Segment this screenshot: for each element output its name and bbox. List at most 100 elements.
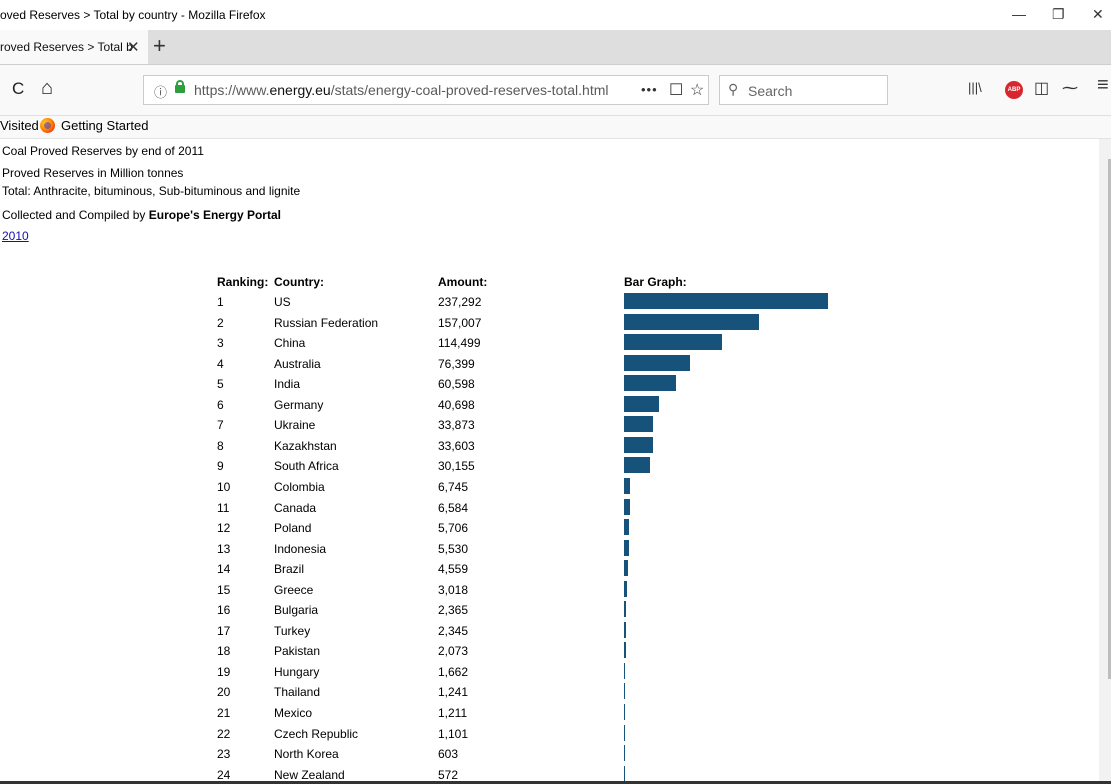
url-text[interactable]: https://www.energy.eu/stats/energy-coal-…	[194, 82, 608, 98]
bar-graph-bar	[624, 498, 630, 515]
table-row: 8 Kazakhstan 33,603	[0, 436, 900, 456]
search-bar[interactable]: ⚲	[719, 75, 888, 105]
country-cell: Hungary	[274, 664, 320, 679]
amount-cell: 1,211	[438, 706, 468, 720]
table-row: 20 Thailand 1,241	[0, 682, 900, 702]
amount-cell: 1,241	[438, 685, 469, 700]
library-icon[interactable]: |||\	[968, 80, 982, 95]
bar-graph-bar	[624, 416, 653, 433]
amount-cell: 76,399	[438, 356, 475, 371]
amount-cell: 1,101	[438, 726, 469, 741]
country-cell: Canada	[274, 500, 317, 515]
tab-strip: roved Reserves > Total b ✕ +	[0, 30, 1111, 65]
country-cell: US	[274, 295, 291, 309]
bookmarks-toolbar: Visited Getting Started	[0, 116, 1111, 139]
home-icon[interactable]: ⌂	[41, 77, 54, 99]
new-tab-button[interactable]: +	[153, 33, 166, 58]
taskbar-edge	[0, 781, 1111, 784]
bar-graph-bar	[624, 313, 759, 330]
table-row: 7 Ukraine 33,873	[0, 415, 900, 435]
rank-cell: 4	[217, 356, 224, 371]
rank-cell: 12	[217, 521, 231, 536]
country-cell: Brazil	[274, 562, 305, 577]
page-heading: Coal Proved Reserves by end of 2011	[2, 144, 204, 158]
table-row: 24 New Zealand 572	[0, 765, 900, 784]
bar-graph-bar	[624, 724, 625, 741]
rank-cell: 20	[217, 685, 231, 700]
amount-cell: 5,530	[438, 541, 469, 556]
table-row: 2 Russian Federation 157,007	[0, 313, 900, 333]
bar-graph-bar	[624, 354, 690, 371]
amount-cell: 40,698	[438, 397, 475, 412]
bar-graph-bar	[624, 477, 630, 494]
amount-cell: 157,007	[438, 315, 482, 330]
bar-graph-bar	[624, 765, 625, 782]
source-prefix: Collected and Compiled by	[2, 208, 149, 222]
close-tab-icon[interactable]: ✕	[127, 39, 140, 56]
rank-cell: 23	[217, 747, 231, 762]
minimize-button[interactable]: —	[1012, 6, 1026, 22]
tab-coal-reserves[interactable]: roved Reserves > Total b ✕	[0, 30, 148, 64]
maximize-button[interactable]: ❐	[1052, 6, 1065, 22]
rank-cell: 9	[217, 459, 224, 474]
table-row: 1 US 237,292	[0, 292, 900, 312]
country-cell: Turkey	[274, 623, 311, 638]
bar-graph-bar	[624, 334, 722, 351]
amount-cell: 2,345	[438, 623, 469, 638]
bar-graph-bar	[624, 375, 676, 392]
amount-cell: 33,873	[438, 418, 475, 433]
table-row: 4 Australia 76,399	[0, 354, 900, 374]
country-cell: Kazakhstan	[274, 438, 337, 453]
bar-graph-bar	[624, 539, 629, 556]
pocket-icon[interactable]: ☐	[669, 82, 684, 99]
table-row: 10 Colombia 6,745	[0, 477, 900, 497]
table-row: 3 China 114,499	[0, 333, 900, 353]
rank-cell: 17	[217, 623, 231, 638]
amount-cell: 2,073	[438, 644, 469, 659]
page-actions-icon[interactable]: •••	[641, 82, 658, 97]
table-row: 5 India 60,598	[0, 374, 900, 394]
url-prefix: https://www.	[194, 82, 270, 98]
bookmark-getting-started[interactable]: Getting Started	[61, 118, 149, 133]
extension-icon[interactable]: ⁓	[1062, 80, 1078, 97]
close-window-button[interactable]: ✕	[1092, 6, 1104, 22]
bar-graph-bar	[624, 580, 627, 597]
bar-graph-bar	[624, 683, 625, 700]
bookmark-star-icon[interactable]: ☆	[690, 82, 705, 99]
bookmark-most-visited[interactable]: Visited	[0, 118, 39, 133]
rank-cell: 11	[217, 500, 230, 515]
units-line: Proved Reserves in Million tonnes	[2, 166, 184, 180]
navigation-toolbar: C ⌂ ⓘ https://www.energy.eu/stats/energy…	[0, 65, 1111, 116]
rank-cell: 22	[217, 726, 231, 741]
table-row: 14 Brazil 4,559	[0, 559, 900, 579]
header-bar-graph: Bar Graph:	[624, 275, 687, 289]
table-row: 17 Turkey 2,345	[0, 621, 900, 641]
amount-cell: 1,662	[438, 664, 469, 679]
table-row: 13 Indonesia 5,530	[0, 539, 900, 559]
rank-cell: 10	[217, 479, 231, 494]
table-row: 22 Czech Republic 1,101	[0, 724, 900, 744]
adblock-plus-icon[interactable]: ABP	[1005, 81, 1023, 99]
year-2010-link[interactable]: 2010	[2, 229, 29, 243]
page-content: Coal Proved Reserves by end of 2011 Prov…	[0, 139, 1111, 784]
rank-cell: 18	[217, 644, 231, 659]
tab-label: roved Reserves > Total b	[0, 40, 133, 54]
sidebar-icon[interactable]: ◫	[1034, 80, 1050, 97]
url-bar[interactable]: ⓘ https://www.energy.eu/stats/energy-coa…	[143, 75, 709, 105]
scrollbar-thumb[interactable]	[1108, 159, 1111, 679]
lock-icon	[175, 80, 185, 93]
url-path: /stats/energy-coal-proved-reserves-total…	[330, 82, 609, 98]
search-input[interactable]	[746, 80, 885, 102]
amount-cell: 4,559	[438, 562, 469, 577]
site-info-icon[interactable]: ⓘ	[154, 85, 168, 100]
amount-cell: 33,603	[438, 438, 475, 453]
amount-cell: 6,584	[438, 500, 469, 515]
amount-cell: 3,018	[438, 582, 469, 597]
table-row: 23 North Korea 603	[0, 744, 900, 764]
rank-cell: 1	[217, 295, 224, 309]
table-row: 9 South Africa 30,155	[0, 456, 900, 476]
reload-icon[interactable]: C	[12, 79, 25, 98]
menu-icon[interactable]: ≡	[1097, 74, 1109, 96]
amount-cell: 6,745	[438, 479, 469, 494]
bar-graph-bar	[624, 560, 628, 577]
